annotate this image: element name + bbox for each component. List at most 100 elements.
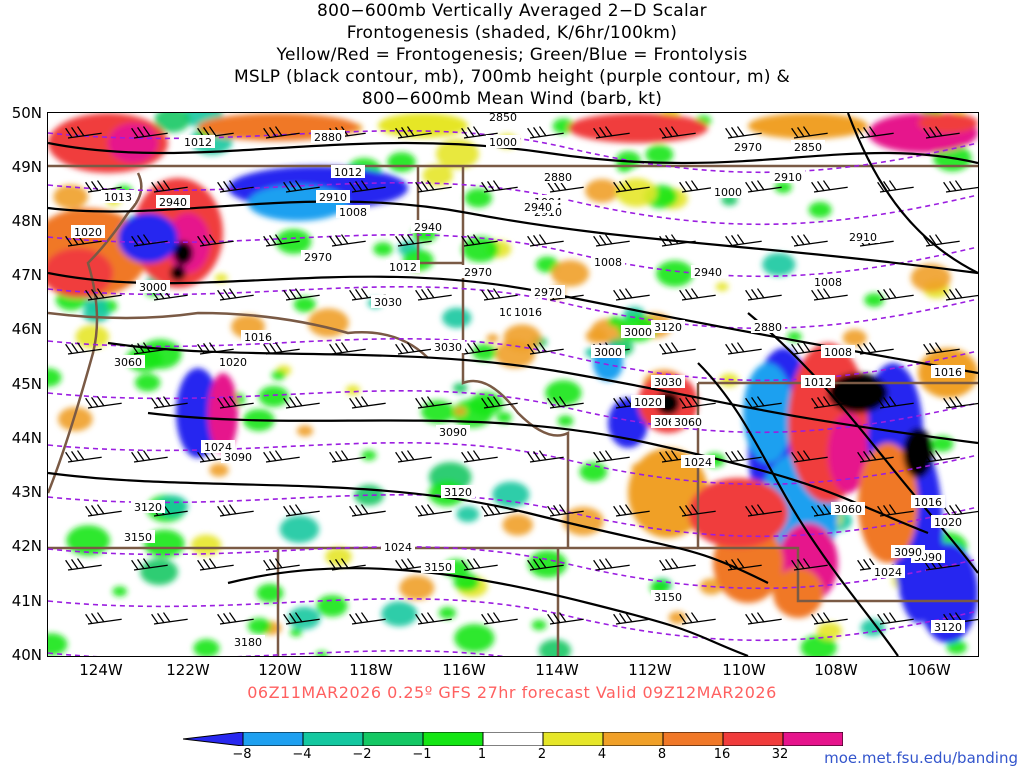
wind-barb bbox=[151, 612, 188, 625]
wind-barb bbox=[283, 288, 320, 301]
wind-barb bbox=[923, 450, 960, 463]
shading-blob bbox=[256, 583, 284, 603]
shading-blob bbox=[531, 619, 547, 631]
shading-core bbox=[173, 241, 193, 265]
title-line-2: Frontogenesis (shaded, K/6hr/100km) bbox=[346, 23, 678, 43]
wind-barb bbox=[811, 612, 848, 625]
mslp-label: 1020 bbox=[934, 516, 962, 529]
wind-barb bbox=[131, 342, 168, 355]
wind-barb bbox=[481, 288, 518, 301]
height-label: 2970 bbox=[464, 266, 492, 279]
shading-blob bbox=[800, 634, 837, 656]
shading-blob bbox=[214, 273, 228, 283]
colorbar-label-neg4: −4 bbox=[292, 747, 312, 762]
shading-blob bbox=[316, 594, 348, 617]
wind-barb bbox=[349, 180, 386, 193]
shading-frontolysis bbox=[608, 398, 648, 448]
height-label: 2940 bbox=[159, 196, 187, 209]
wind-barb bbox=[151, 396, 188, 409]
colorbar-swatches bbox=[182, 731, 904, 747]
height-label: 2940 bbox=[694, 266, 722, 279]
shading-band bbox=[918, 113, 978, 133]
wind-barb bbox=[151, 180, 188, 193]
wind-barb bbox=[65, 558, 102, 571]
shading-blob bbox=[668, 611, 687, 624]
wind-barb bbox=[131, 450, 168, 463]
wind-barb bbox=[745, 180, 782, 193]
shading-blob bbox=[461, 236, 499, 263]
wind-barb bbox=[923, 342, 960, 355]
wind-barb bbox=[395, 234, 432, 247]
shading-blob bbox=[209, 463, 229, 477]
shading-blob bbox=[492, 481, 530, 508]
shading-blob bbox=[373, 242, 393, 257]
wind-barb bbox=[217, 396, 254, 409]
mslp-label: 1000 bbox=[489, 136, 517, 149]
state-border bbox=[48, 311, 429, 359]
wind-barb bbox=[877, 288, 914, 301]
title-line-1: 800−600mb Vertically Averaged 2−D Scalar bbox=[317, 1, 707, 21]
shading-frontolysis bbox=[176, 368, 220, 458]
wind-barb bbox=[415, 180, 452, 193]
forecast-valid-caption: 06Z11MAR2026 0.25º GFS 27hr forecast Val… bbox=[247, 683, 777, 702]
mslp-label: 1013 bbox=[104, 191, 132, 204]
wind-barb bbox=[613, 504, 650, 517]
wind-barb bbox=[745, 288, 782, 301]
shading-blob bbox=[579, 462, 608, 482]
shading-blob bbox=[438, 606, 457, 619]
shading-blob bbox=[140, 558, 178, 586]
colorbar bbox=[182, 731, 904, 761]
lon-label-120w: 120W bbox=[258, 661, 302, 679]
wind-barb bbox=[659, 558, 696, 571]
colorbar-label-1: 1 bbox=[477, 747, 487, 762]
wind-barb bbox=[877, 612, 914, 625]
shading-blob bbox=[381, 601, 418, 627]
wind-barb bbox=[527, 450, 564, 463]
wind-barb bbox=[527, 342, 564, 355]
lat-label-42n: 42N bbox=[11, 537, 42, 555]
mslp-label: 1016 bbox=[914, 496, 942, 509]
wind-barb bbox=[329, 558, 366, 571]
wind-barb bbox=[791, 126, 828, 139]
mslp-contour bbox=[48, 141, 978, 165]
shading-blob bbox=[454, 623, 495, 653]
wind-barb bbox=[943, 396, 978, 409]
wind-barb bbox=[679, 288, 716, 301]
wind-barb bbox=[725, 558, 762, 571]
height-contour bbox=[48, 545, 978, 590]
shading-blob bbox=[387, 152, 416, 173]
height-label: 3150 bbox=[654, 591, 682, 604]
shading-blob bbox=[456, 506, 480, 523]
mslp-label: 1012 bbox=[804, 376, 832, 389]
mslp-contour bbox=[846, 113, 978, 274]
shading-core bbox=[48, 248, 113, 298]
wind-barb bbox=[349, 396, 386, 409]
shading-blob bbox=[502, 514, 534, 536]
map-canvas: 1012101310201016100810001004101210161020… bbox=[48, 113, 978, 656]
wind-barb bbox=[811, 396, 848, 409]
shading-blob bbox=[774, 181, 792, 194]
wind-barb bbox=[85, 612, 122, 625]
shading-blob bbox=[48, 633, 68, 656]
title-line-5: 800−600mb Mean Wind (barb, kt) bbox=[361, 89, 663, 109]
shading-blob bbox=[58, 407, 93, 432]
wind-barb bbox=[461, 558, 498, 571]
height-contour bbox=[48, 233, 978, 278]
shading-frontogenesis bbox=[858, 443, 918, 563]
height-label: 3150 bbox=[124, 531, 152, 544]
credit-link[interactable]: moe.met.fsu.edu/banding bbox=[824, 749, 1018, 767]
shading-blob bbox=[399, 575, 435, 601]
colorbar-swatch bbox=[482, 731, 544, 747]
wind-barb bbox=[745, 504, 782, 517]
wind-barb bbox=[547, 504, 584, 517]
lon-label-108w: 108W bbox=[814, 661, 858, 679]
wind-barb bbox=[329, 450, 366, 463]
wind-barb bbox=[857, 342, 894, 355]
height-label: 2970 bbox=[304, 251, 332, 264]
height-label: 2970 bbox=[534, 286, 562, 299]
height-contour bbox=[48, 337, 978, 382]
shading-blob bbox=[361, 450, 377, 461]
wind-barb bbox=[415, 504, 452, 517]
shading-blob bbox=[496, 412, 512, 424]
wind-barb bbox=[349, 612, 386, 625]
